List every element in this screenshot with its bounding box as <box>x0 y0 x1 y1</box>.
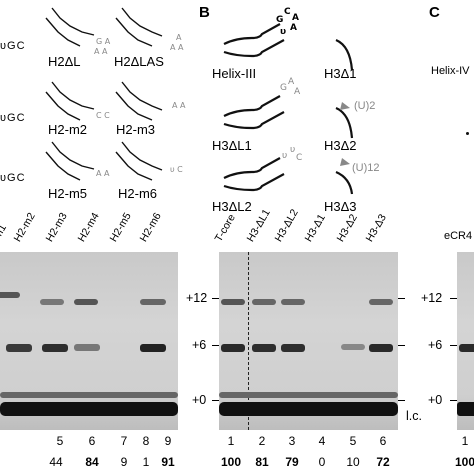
marker-tick <box>398 400 405 401</box>
marker-tick <box>450 298 457 299</box>
svg-text:A: A <box>292 13 299 23</box>
lane-number: 6 <box>379 434 387 448</box>
svg-text:A A: A A <box>172 101 186 110</box>
construct-label: Helix-III <box>212 66 257 81</box>
construct-label: H2ΔLAS <box>114 54 164 69</box>
construct-label: H3ΔL1 <box>212 138 252 153</box>
marker-tick <box>398 298 405 299</box>
activity-value: 44 <box>49 455 63 469</box>
svg-text:υ: υ <box>290 145 295 155</box>
construct-label: H2-m3 <box>116 122 156 137</box>
svg-text:A: A <box>176 33 182 42</box>
loop-fragment: υGC <box>0 112 26 124</box>
lane-label: H2-m5 <box>107 210 134 244</box>
lane-number: 9 <box>164 434 172 448</box>
panel-letter: C <box>429 4 440 21</box>
marker-tick <box>450 345 457 346</box>
helix-label: Helix-IV <box>431 65 470 77</box>
activity-value: 91 <box>161 455 175 469</box>
marker-tick <box>450 400 457 401</box>
svg-text:A: A <box>288 77 295 87</box>
svg-text:C: C <box>296 153 302 163</box>
activity-value: 10 <box>346 455 360 469</box>
insert-label: (U)12 <box>352 162 380 174</box>
lane-label: T-core <box>212 212 238 244</box>
gel-image-b <box>219 252 398 430</box>
lane-number: 8 <box>142 434 150 448</box>
svg-text:A A: A A <box>94 47 108 56</box>
activity-value: 0 <box>318 455 326 469</box>
marker-tick <box>398 345 405 346</box>
lane-label: -m1 <box>0 222 10 244</box>
gel-image-c <box>457 252 474 430</box>
panel-letter: B <box>199 4 210 21</box>
lane-number: 1 <box>461 434 469 448</box>
loop-fragment: υGC <box>0 40 26 52</box>
activity-value: 100 <box>220 455 242 469</box>
construct-label: H2-m6 <box>118 186 158 201</box>
activity-value: 81 <box>255 455 269 469</box>
construct-label: H2-m2 <box>48 122 88 137</box>
svg-text:C C: C C <box>96 111 110 120</box>
activity-value: 100 <box>454 455 474 469</box>
construct-label: H3ΔL2 <box>212 199 252 214</box>
svg-text:υ: υ <box>282 151 287 161</box>
svg-text:A A: A A <box>96 169 110 178</box>
construct-label: H2-m5 <box>48 186 88 201</box>
marker-label: +12 <box>186 291 208 305</box>
marker-label: +0 <box>428 393 443 407</box>
svg-text:G: G <box>280 83 287 93</box>
lane-label: H3-Δ2 <box>334 212 360 244</box>
lane-label: eCR4 <box>444 230 473 242</box>
lane-number: 5 <box>349 434 357 448</box>
marker-label: +0 <box>192 393 207 407</box>
activity-value: 84 <box>85 455 99 469</box>
insert-label: (U)2 <box>354 100 376 112</box>
lane-label: H3-Δ1 <box>302 212 328 244</box>
lane-label: H2-m6 <box>137 210 164 244</box>
lane-number: 3 <box>288 434 296 448</box>
svg-text:υ C: υ C <box>170 165 183 174</box>
marker-tick <box>212 400 219 401</box>
helix-dot <box>466 132 469 135</box>
construct-label: H3Δ2 <box>324 138 357 153</box>
marker-label: l.c. <box>406 409 422 423</box>
svg-text:υ: υ <box>280 27 286 37</box>
gel-image-a <box>0 252 178 430</box>
activity-value: 9 <box>120 455 128 469</box>
lane-label: H2-m3 <box>43 210 70 244</box>
lane-label: H2-m4 <box>75 210 102 244</box>
lane-number: 6 <box>88 434 96 448</box>
activity-value: 79 <box>285 455 299 469</box>
marker-tick <box>212 345 219 346</box>
lane-label: H3-Δ3 <box>363 212 389 244</box>
construct-label: H3Δ3 <box>324 199 357 214</box>
activity-value: 1 <box>142 455 150 469</box>
svg-text:A: A <box>294 87 301 97</box>
svg-text:G A: G A <box>96 37 111 46</box>
lane-number: 7 <box>120 434 128 448</box>
loop-fragment: υGC <box>0 172 26 184</box>
marker-label: +6 <box>428 338 443 352</box>
lane-number: 5 <box>56 434 64 448</box>
lane-number: 1 <box>227 434 235 448</box>
marker-label: +6 <box>192 338 207 352</box>
svg-text:C: C <box>284 7 291 17</box>
marker-label: +12 <box>421 291 443 305</box>
svg-text:G: G <box>276 15 283 25</box>
lane-number: 4 <box>318 434 326 448</box>
construct-label: H3Δ1 <box>324 66 357 81</box>
activity-value: 72 <box>376 455 390 469</box>
lane-label: H2-m2 <box>11 210 38 244</box>
svg-text:A: A <box>290 23 297 33</box>
svg-text:A A: A A <box>170 43 184 52</box>
lane-label: H3-ΔL2 <box>272 207 301 244</box>
panel-a-hairpins: G AA A AA A C C A A A A υ C <box>45 7 186 181</box>
marker-tick <box>212 298 219 299</box>
construct-label: H2ΔL <box>48 54 81 69</box>
lane-number: 2 <box>258 434 266 448</box>
